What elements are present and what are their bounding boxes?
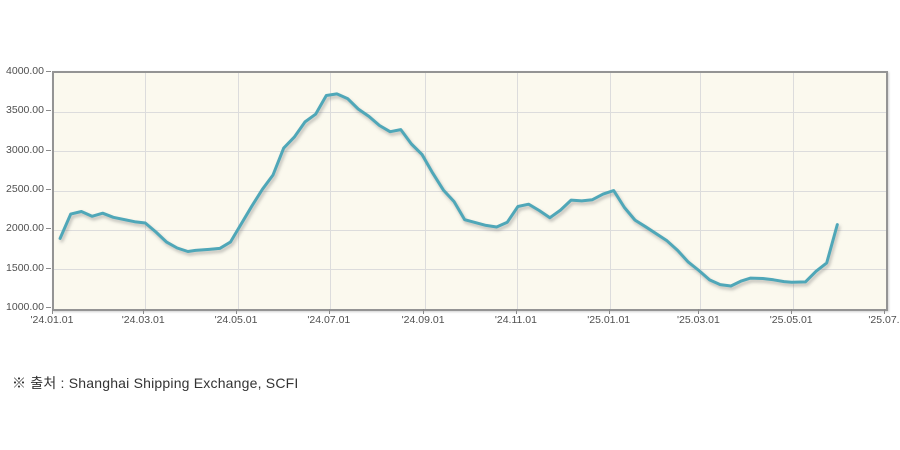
x-tick-label: '24.01.01	[30, 314, 74, 326]
h-gridline	[54, 229, 886, 231]
y-tick-label: 1000.00	[6, 301, 44, 313]
h-gridline	[54, 190, 886, 192]
x-tick-label: '24.09.01	[401, 314, 445, 326]
v-gridline	[517, 73, 519, 309]
x-tick-label: '24.11.01	[494, 314, 537, 326]
y-axis-tick	[46, 149, 51, 151]
v-gridline	[424, 73, 426, 309]
v-gridline	[330, 73, 332, 309]
h-gridline	[54, 151, 886, 153]
x-axis-tick	[423, 309, 425, 314]
y-tick-label: 3500.00	[6, 104, 44, 117]
y-axis-tick	[46, 71, 51, 72]
y-axis-tick	[46, 307, 51, 308]
y-tick-label: 1500.00	[6, 261, 44, 274]
scfi-line-chart	[58, 92, 839, 288]
y-tick-label: 2000.00	[6, 222, 44, 235]
x-axis-tick	[884, 309, 885, 314]
v-gridline	[144, 73, 146, 309]
y-tick-label: 2500.00	[6, 183, 44, 195]
y-axis-tick	[46, 110, 51, 112]
scfi-series-line	[58, 92, 839, 288]
x-axis-tick	[328, 309, 330, 314]
x-tick-label: '24.03.01	[121, 314, 165, 326]
y-axis-tick	[46, 228, 51, 230]
v-gridline	[237, 73, 239, 309]
y-tick-label: 4000.00	[6, 65, 44, 77]
x-axis-tick	[791, 309, 793, 314]
x-tick-label: '24.05.01	[214, 314, 258, 326]
v-gridline	[792, 73, 794, 309]
h-gridline	[54, 269, 886, 271]
x-axis-tick	[236, 309, 238, 314]
h-gridline	[54, 111, 886, 113]
x-tick-label: '25.07.	[868, 314, 900, 326]
x-axis-tick	[608, 309, 610, 314]
plot-area	[52, 71, 888, 311]
x-tick-label: '25.05.01	[769, 314, 813, 326]
x-axis-tick	[515, 309, 517, 314]
y-tick-label: 3000.00	[6, 143, 44, 156]
x-axis-tick	[143, 309, 145, 314]
source-note: ※ 출처 : Shanghai Shipping Exchange, SCFI	[12, 375, 299, 391]
v-gridline	[699, 73, 701, 309]
y-axis-tick	[46, 189, 51, 190]
x-tick-label: '25.01.01	[587, 314, 631, 326]
y-axis-tick	[46, 267, 51, 269]
x-tick-label: '25.03.01	[676, 314, 720, 326]
x-tick-label: '24.07.01	[307, 314, 351, 326]
x-axis-tick	[52, 309, 53, 314]
x-axis-tick	[698, 309, 700, 314]
